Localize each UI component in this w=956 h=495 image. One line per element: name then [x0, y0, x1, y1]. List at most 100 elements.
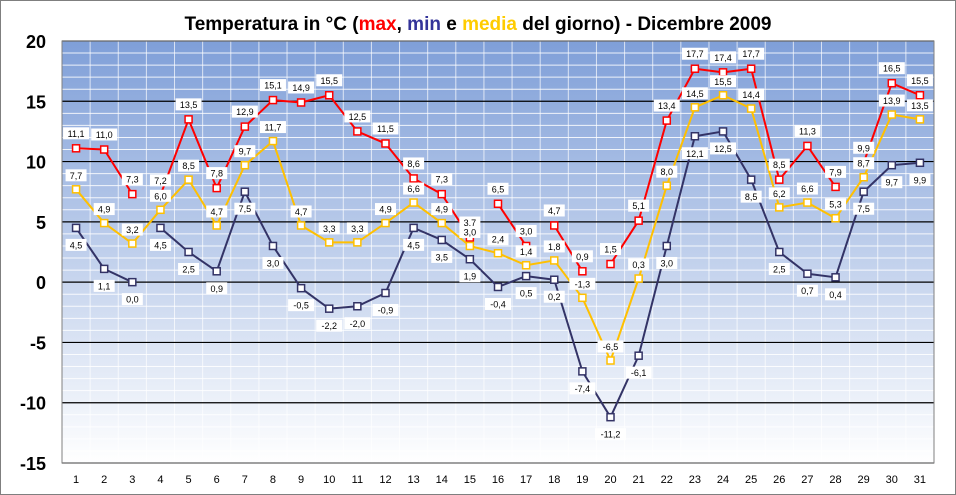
media-data-label: 14,4 — [738, 88, 765, 101]
min-segment — [356, 292, 386, 308]
min-point — [718, 127, 728, 136]
min-segment — [469, 258, 499, 288]
media-segment — [441, 222, 471, 247]
media-point — [775, 203, 784, 212]
max-data-label-text: 12,9 — [236, 107, 254, 117]
x-tick-label: 1 — [73, 474, 79, 486]
y-tick-label: 10 — [26, 153, 46, 173]
min-point — [156, 223, 165, 233]
max-data-label: 14,9 — [288, 81, 315, 94]
min-point — [887, 160, 897, 170]
min-point — [324, 304, 334, 313]
min-data-label-text: 3,0 — [661, 258, 674, 268]
media-point — [465, 241, 475, 251]
max-data-label-text: 8,5 — [773, 160, 786, 170]
media-data-label-text: 8,7 — [857, 159, 870, 169]
max-point — [915, 91, 925, 100]
media-data-label: 9,7 — [234, 145, 256, 158]
media-data-label-text: 14,5 — [686, 89, 704, 99]
media-data-label: 3,2 — [121, 223, 143, 236]
min-point — [437, 235, 446, 245]
y-tick-label: -5 — [30, 333, 46, 353]
x-tick-label: 26 — [773, 474, 785, 486]
max-point — [409, 174, 418, 183]
media-point — [521, 261, 531, 270]
x-tick-label: 18 — [548, 474, 560, 486]
min-point — [381, 288, 390, 298]
max-point — [887, 78, 897, 88]
media-data-label: 5,3 — [825, 198, 847, 211]
max-data-label-text: 11,5 — [377, 124, 394, 134]
max-data-label: 6,5 — [487, 182, 509, 195]
max-data-label-box — [487, 182, 509, 195]
min-segment — [272, 245, 302, 289]
media-data-label: 8,0 — [656, 165, 678, 178]
min-data-label-text: 2,5 — [773, 265, 786, 275]
x-tick-label: 30 — [886, 474, 898, 486]
max-data-label: 1,5 — [600, 243, 622, 256]
min-data-label: 9,7 — [881, 176, 903, 189]
max-data-label-box — [459, 216, 481, 229]
media-data-label-box — [318, 222, 340, 235]
x-tick-label: 10 — [323, 474, 335, 486]
max-data-label-text: 11,1 — [68, 129, 85, 139]
min-data-label-text: -2,2 — [321, 321, 337, 331]
min-data-label-text: 4,5 — [407, 240, 420, 250]
x-tick-label: 6 — [214, 474, 220, 486]
min-segment — [581, 370, 612, 418]
min-data-label-text: 7,5 — [857, 204, 870, 214]
media-data-label-text: 5,3 — [829, 200, 842, 210]
max-point — [578, 267, 587, 276]
media-point — [212, 221, 221, 230]
media-data-label: 4,9 — [374, 203, 396, 216]
media-data-label: 8,5 — [178, 159, 200, 172]
min-data-label: -6,1 — [625, 366, 652, 379]
media-point — [156, 205, 165, 215]
max-data-label-text: 7,8 — [210, 169, 223, 179]
min-data-label-box — [825, 288, 847, 301]
max-point — [718, 68, 728, 77]
max-data-label: 17,7 — [681, 47, 708, 60]
max-data-label-text: 11,0 — [96, 130, 113, 140]
max-data-label-box — [316, 74, 343, 87]
min-data-label-text: 1,9 — [464, 272, 477, 282]
min-data-label-box — [853, 202, 875, 215]
min-segment — [103, 267, 133, 284]
min-point — [353, 302, 362, 311]
title-sep1: , — [396, 14, 408, 35]
media-point — [915, 115, 925, 124]
x-tick-label: 29 — [858, 474, 870, 486]
x-tick-label: 4 — [157, 474, 163, 486]
max-data-label-text: 3,7 — [464, 218, 477, 228]
min-data-label: 1,1 — [93, 279, 115, 292]
max-data-label-text: 11,3 — [799, 126, 816, 136]
x-tick-label: 16 — [492, 474, 504, 486]
media-data-label-box — [825, 198, 847, 211]
min-data-label: 2,5 — [178, 263, 200, 275]
max-data-label-box — [710, 51, 737, 64]
media-data-label-box — [234, 145, 256, 158]
max-segment — [609, 220, 640, 265]
max-data-label-text: 7,2 — [154, 176, 167, 186]
title-media: media — [462, 14, 517, 35]
media-data-label-text: 4,9 — [379, 205, 392, 215]
media-segment — [834, 176, 865, 219]
media-data-label-text: 6,0 — [154, 191, 167, 201]
max-point — [381, 139, 390, 148]
max-point — [775, 175, 784, 184]
title-suffix: del giorno) - Dicembre 2009 — [517, 14, 772, 35]
min-data-label-text: 12,1 — [686, 149, 704, 159]
max-data-label: 9,9 — [853, 141, 875, 154]
media-data-label-text: 15,5 — [714, 77, 732, 87]
min-data-label-box — [768, 263, 790, 275]
max-data-label-text: 7,3 — [126, 175, 139, 185]
min-data-label-box — [344, 317, 371, 330]
media-data-label-box — [796, 182, 818, 195]
max-data-label: 7,2 — [149, 174, 171, 187]
max-data-label: 13,5 — [175, 98, 202, 111]
media-data-label-box — [459, 225, 481, 238]
y-tick-label: 20 — [26, 32, 46, 52]
min-data-label-box — [262, 256, 284, 269]
max-point — [353, 127, 362, 136]
media-data-label-text: 11,7 — [265, 123, 282, 133]
